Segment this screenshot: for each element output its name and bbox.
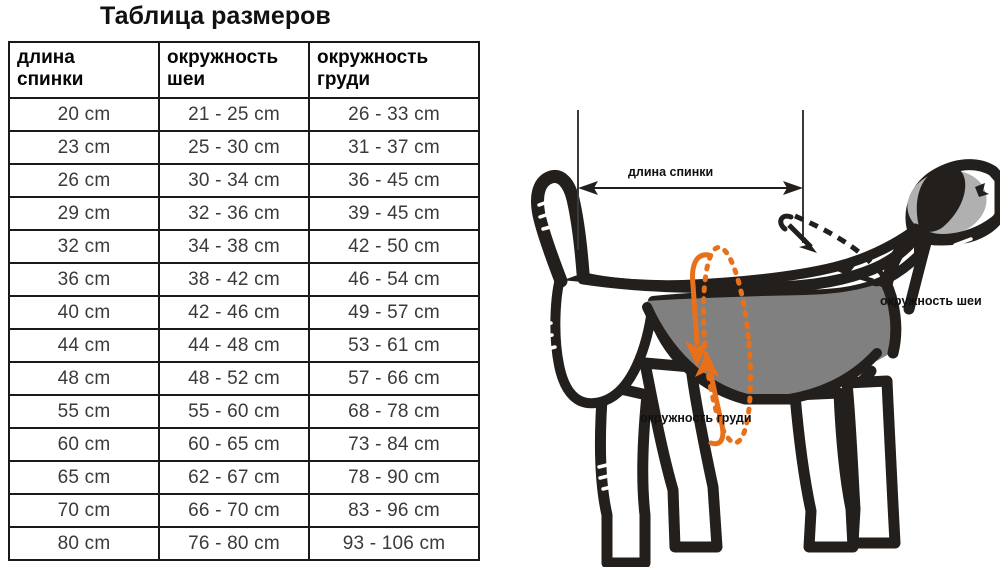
page-title: Таблица размеров	[100, 2, 331, 30]
table-body: 20 cm 21 - 25 cm 26 - 33 cm 23 cm 25 - 30 c…	[8, 97, 480, 561]
table-row: 29 cm 32 - 36 cm 39 - 45 cm	[8, 196, 480, 231]
cell-chest-girth: 31 - 37 cm	[308, 130, 480, 165]
cell-neck-girth: 66 - 70 cm	[158, 493, 310, 528]
table-row: 32 cm 34 - 38 cm 42 - 50 cm	[8, 229, 480, 264]
cell-chest-girth: 46 - 54 cm	[308, 262, 480, 297]
cell-chest-girth: 73 - 84 cm	[308, 427, 480, 462]
cell-chest-girth: 78 - 90 cm	[308, 460, 480, 495]
chest-girth-arrowhead-down	[685, 341, 709, 367]
back-length-label: длина спинки	[628, 165, 714, 179]
table-row: 44 cm 44 - 48 cm 53 - 61 cm	[8, 328, 480, 363]
cell-chest-girth: 49 - 57 cm	[308, 295, 480, 330]
neck-girth-hook-top	[778, 213, 794, 232]
cell-neck-girth: 30 - 34 cm	[158, 163, 310, 198]
neck-girth-indicator	[778, 213, 886, 287]
dog-rump-stripes	[533, 321, 557, 353]
dog-muzzle-jaw	[909, 211, 1000, 245]
back-length-arrowhead-left	[578, 181, 598, 195]
cell-chest-girth: 53 - 61 cm	[308, 328, 480, 363]
chest-girth-indicator	[685, 244, 754, 447]
neck-girth-hook-bottom	[870, 268, 886, 287]
cell-back-length: 60 cm	[8, 427, 160, 462]
neck-girth-arrowhead-lower	[837, 263, 857, 279]
dog-hindleg-stripes	[597, 461, 621, 491]
cell-back-length: 36 cm	[8, 262, 160, 297]
cell-neck-girth: 38 - 42 cm	[158, 262, 310, 297]
dog-ear	[916, 165, 966, 232]
cell-back-length: 40 cm	[8, 295, 160, 330]
cell-back-length: 70 cm	[8, 493, 160, 528]
cell-neck-girth: 25 - 30 cm	[158, 130, 310, 165]
cell-chest-girth: 39 - 45 cm	[308, 196, 480, 231]
coat-bottom-trim	[642, 302, 882, 404]
dog-head-group	[881, 159, 1000, 315]
back-length-dimension	[577, 110, 804, 250]
coat-back-trim	[577, 239, 915, 294]
dog-neck-stripes	[953, 237, 980, 267]
dog-throat	[903, 233, 933, 315]
cell-chest-girth: 93 - 106 cm	[308, 526, 480, 561]
cell-chest-girth: 36 - 45 cm	[308, 163, 480, 198]
table-row: 65 cm 62 - 67 cm 78 - 90 cm	[8, 460, 480, 495]
cell-back-length: 65 cm	[8, 460, 160, 495]
dog-illustration-svg	[531, 110, 1000, 567]
cell-neck-girth: 55 - 60 cm	[158, 394, 310, 429]
table-row: 70 cm 66 - 70 cm 83 - 96 cm	[8, 493, 480, 528]
dog-rear-leg-far	[594, 379, 653, 567]
cell-chest-girth: 42 - 50 cm	[308, 229, 480, 264]
chest-girth-arrow-down-line	[690, 252, 712, 346]
cell-neck-girth: 62 - 67 cm	[158, 460, 310, 495]
column-header-chest-girth: окружность груди	[308, 41, 480, 99]
neck-girth-arrowhead-upper	[799, 237, 817, 253]
cell-back-length: 80 cm	[8, 526, 160, 561]
dog-eye	[975, 183, 989, 197]
table-row: 80 cm 76 - 80 cm 93 - 106 cm	[8, 526, 480, 561]
cell-back-length: 32 cm	[8, 229, 160, 264]
neck-girth-label: окружность шеи	[880, 294, 982, 308]
table-row: 40 cm 42 - 46 cm 49 - 57 cm	[8, 295, 480, 330]
table-row: 55 cm 55 - 60 cm 68 - 78 cm	[8, 394, 480, 429]
cell-chest-girth: 26 - 33 cm	[308, 97, 480, 132]
cell-back-length: 48 cm	[8, 361, 160, 396]
cell-chest-girth: 68 - 78 cm	[308, 394, 480, 429]
dog-rear-leg-near	[639, 357, 723, 553]
cell-neck-girth: 48 - 52 cm	[158, 361, 310, 396]
neck-girth-dashed-line	[794, 213, 877, 269]
cell-back-length: 55 cm	[8, 394, 160, 429]
cell-chest-girth: 57 - 66 cm	[308, 361, 480, 396]
cell-back-length: 44 cm	[8, 328, 160, 363]
table-header-row: длина спинки окружность шеи окружность г…	[8, 41, 480, 99]
cell-chest-girth: 83 - 96 cm	[308, 493, 480, 528]
dog-measurement-diagram: длина спинки окружность шеи окружность г…	[495, 95, 1000, 567]
cell-back-length: 23 cm	[8, 130, 160, 165]
cell-neck-girth: 34 - 38 cm	[158, 229, 310, 264]
cell-neck-girth: 76 - 80 cm	[158, 526, 310, 561]
cell-neck-girth: 44 - 48 cm	[158, 328, 310, 363]
table-row: 20 cm 21 - 25 cm 26 - 33 cm	[8, 97, 480, 132]
table-row: 23 cm 25 - 30 cm 31 - 37 cm	[8, 130, 480, 165]
cell-neck-girth: 60 - 65 cm	[158, 427, 310, 462]
cell-back-length: 20 cm	[8, 97, 160, 132]
size-table: длина спинки окружность шеи окружность г…	[8, 41, 480, 561]
size-table-container: длина спинки окружность шеи окружность г…	[8, 41, 480, 561]
chest-girth-arrowhead-up	[695, 351, 719, 377]
cell-neck-girth: 32 - 36 cm	[158, 196, 310, 231]
table-row: 60 cm 60 - 65 cm 73 - 84 cm	[8, 427, 480, 462]
chest-girth-label: окружность груди	[640, 411, 752, 425]
table-row: 26 cm 30 - 34 cm 36 - 45 cm	[8, 163, 480, 198]
column-header-neck-girth: окружность шеи	[158, 41, 310, 99]
cell-neck-girth: 21 - 25 cm	[158, 97, 310, 132]
cell-back-length: 26 cm	[8, 163, 160, 198]
dog-tail-stripes	[537, 198, 560, 231]
column-header-back-length: длина спинки	[8, 41, 160, 99]
table-row: 36 cm 38 - 42 cm 46 - 54 cm	[8, 262, 480, 297]
cell-back-length: 29 cm	[8, 196, 160, 231]
dog-front-leg-far	[841, 375, 901, 549]
table-row: 48 cm 48 - 52 cm 57 - 66 cm	[8, 361, 480, 396]
back-length-arrowhead-right	[783, 181, 803, 195]
cell-neck-girth: 42 - 46 cm	[158, 295, 310, 330]
chest-girth-arrow-up-line	[708, 372, 726, 447]
